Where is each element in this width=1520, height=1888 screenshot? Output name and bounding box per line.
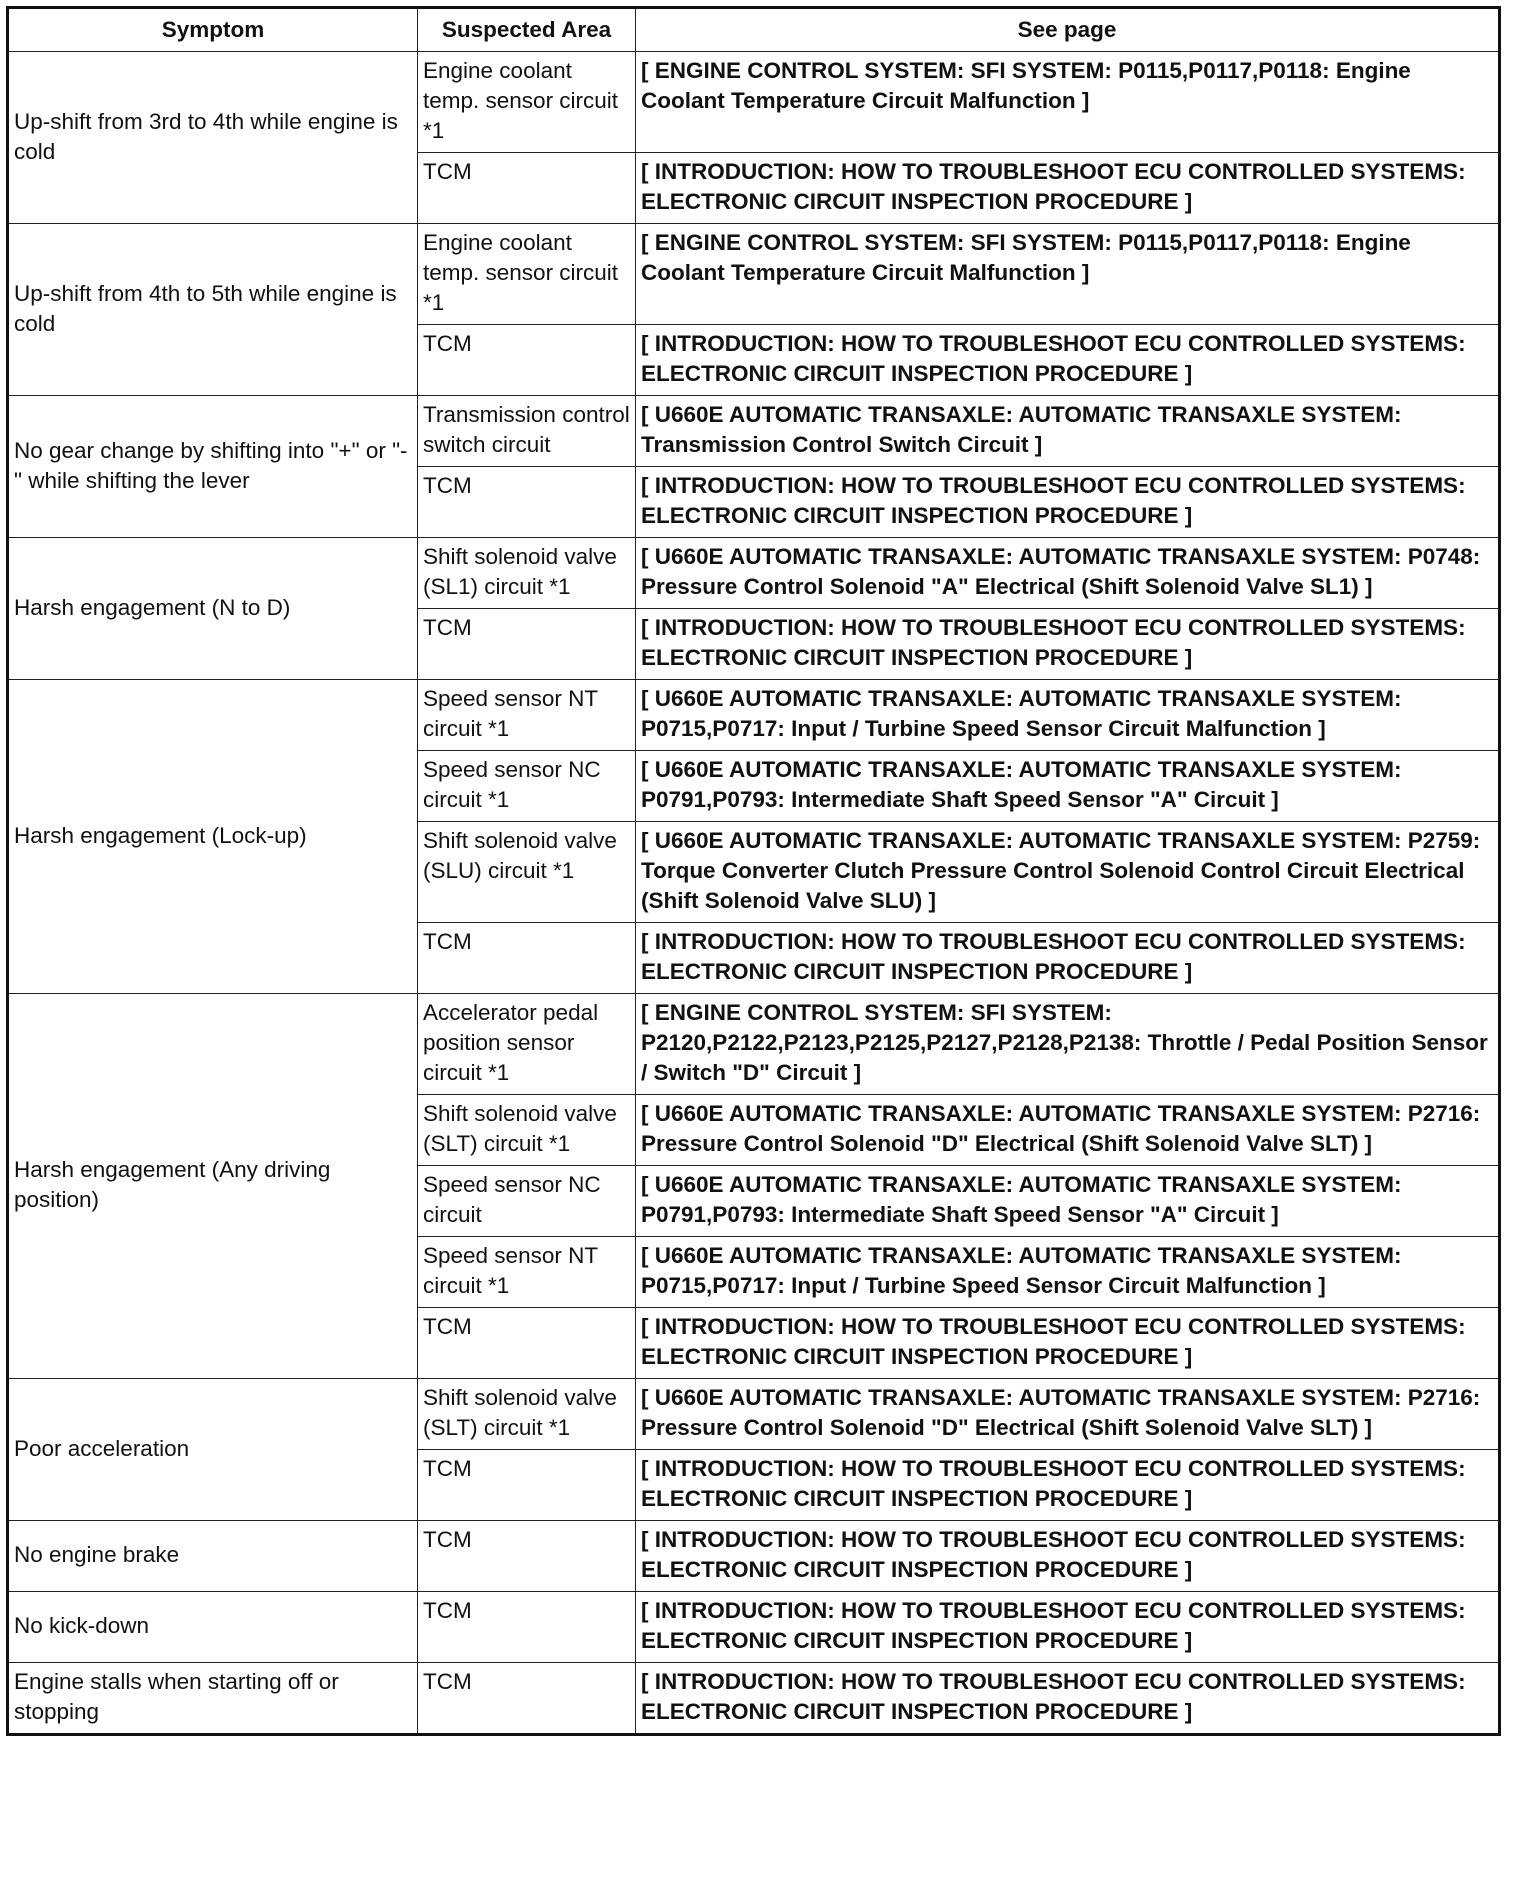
suspected-area-cell: Transmission control switch circuit — [417, 395, 636, 467]
suspected-area-cell: Shift solenoid valve (SLU) circuit *1 — [417, 821, 636, 923]
see-page-link[interactable]: [ ENGINE CONTROL SYSTEM: SFI SYSTEM: P01… — [635, 51, 1500, 153]
table-row: Up-shift from 3rd to 4th while engine is… — [7, 51, 1500, 224]
table-row: Harsh engagement (Any driving position) A… — [7, 993, 1500, 1379]
table-row: Up-shift from 4th to 5th while engine is… — [7, 223, 1500, 396]
see-page-link[interactable]: [ INTRODUCTION: HOW TO TROUBLESHOOT ECU … — [635, 1662, 1500, 1735]
suspected-area-cell: Speed sensor NC circuit — [417, 1165, 636, 1237]
suspected-area-cell: TCM — [417, 1307, 636, 1379]
table-row: Shift solenoid valve (SLU) circuit *1[ U… — [8, 821, 1500, 923]
see-page-link[interactable]: [ U660E AUTOMATIC TRANSAXLE: AUTOMATIC T… — [635, 1165, 1500, 1237]
suspected-area-cell: TCM — [417, 1662, 636, 1735]
see-page-link[interactable]: [ INTRODUCTION: HOW TO TROUBLESHOOT ECU … — [635, 608, 1500, 680]
see-page-link[interactable]: [ U660E AUTOMATIC TRANSAXLE: AUTOMATIC T… — [635, 821, 1500, 923]
table-row: TCM[ INTRODUCTION: HOW TO TROUBLESHOOT E… — [8, 152, 1500, 224]
table-row: Speed sensor NT circuit *1[ U660E AUTOMA… — [8, 1236, 1500, 1308]
suspected-area-cell: TCM — [417, 1449, 636, 1521]
table-row: Speed sensor NC circuit *1[ U660E AUTOMA… — [8, 750, 1500, 822]
see-page-link[interactable]: [ INTRODUCTION: HOW TO TROUBLESHOOT ECU … — [635, 922, 1500, 994]
see-page-link[interactable]: [ U660E AUTOMATIC TRANSAXLE: AUTOMATIC T… — [635, 1094, 1500, 1166]
suspected-area-cell: Speed sensor NT circuit *1 — [417, 679, 636, 751]
table-row: Shift solenoid valve (SLT) circuit *1[ U… — [8, 1094, 1500, 1166]
see-page-link[interactable]: [ U660E AUTOMATIC TRANSAXLE: AUTOMATIC T… — [635, 1236, 1500, 1308]
suspected-area-cell: TCM — [417, 466, 636, 538]
symptom-cell: No kick-down — [7, 1591, 418, 1663]
see-page-link[interactable]: [ U660E AUTOMATIC TRANSAXLE: AUTOMATIC T… — [635, 679, 1500, 751]
symptom-cell: No engine brake — [7, 1520, 418, 1592]
suspected-area-cell: Speed sensor NC circuit *1 — [417, 750, 636, 822]
suspected-area-cell: TCM — [417, 1520, 636, 1592]
table-row: Poor acceleration Shift solenoid valve (S… — [7, 1378, 1500, 1521]
suspected-area-cell: Shift solenoid valve (SL1) circuit *1 — [417, 537, 636, 609]
see-page-link[interactable]: [ U660E AUTOMATIC TRANSAXLE: AUTOMATIC T… — [635, 750, 1500, 822]
suspected-area-cell: Accelerator pedal position sensor circui… — [417, 993, 636, 1095]
symptom-cell: Poor acceleration — [7, 1378, 418, 1521]
suspected-area-cell: TCM — [417, 152, 636, 224]
table-row: TCM[ INTRODUCTION: HOW TO TROUBLESHOOT E… — [8, 324, 1500, 396]
suspected-area-cell: TCM — [417, 324, 636, 396]
table-row: TCM[ INTRODUCTION: HOW TO TROUBLESHOOT E… — [8, 1307, 1500, 1379]
suspected-area-cell: Engine coolant temp. sensor circuit *1 — [417, 223, 636, 325]
see-page-link[interactable]: [ INTRODUCTION: HOW TO TROUBLESHOOT ECU … — [635, 1520, 1500, 1592]
table-row: Harsh engagement (Lock-up) Speed sensor N… — [7, 679, 1500, 994]
symptom-cell: Engine stalls when starting off or stopp… — [7, 1662, 418, 1735]
see-page-link[interactable]: [ ENGINE CONTROL SYSTEM: SFI SYSTEM: P21… — [635, 993, 1500, 1095]
suspected-area-cell: Speed sensor NT circuit *1 — [417, 1236, 636, 1308]
symptom-cell: Up-shift from 4th to 5th while engine is… — [7, 223, 418, 396]
suspected-area-cell: TCM — [417, 608, 636, 680]
header-symptom: Symptom — [7, 7, 418, 52]
see-page-link[interactable]: [ INTRODUCTION: HOW TO TROUBLESHOOT ECU … — [635, 1591, 1500, 1663]
header-row: Symptom Suspected Area See page — [7, 7, 1500, 52]
suspected-area-cell: TCM — [417, 1591, 636, 1663]
suspected-area-cell: Shift solenoid valve (SLT) circuit *1 — [417, 1378, 636, 1450]
header-see-page: See page — [635, 7, 1500, 52]
table-row: TCM[ INTRODUCTION: HOW TO TROUBLESHOOT E… — [8, 608, 1500, 680]
header-suspected-area: Suspected Area — [417, 7, 636, 52]
table-row: Harsh engagement (N to D) Shift solenoid … — [7, 537, 1500, 680]
symptom-cell: Harsh engagement (N to D) — [7, 537, 418, 680]
symptom-cell: No gear change by shifting into "+" or "… — [7, 395, 418, 538]
see-page-link[interactable]: [ INTRODUCTION: HOW TO TROUBLESHOOT ECU … — [635, 466, 1500, 538]
table-row: No gear change by shifting into "+" or "… — [7, 395, 1500, 538]
symptom-cell: Harsh engagement (Any driving position) — [7, 993, 418, 1379]
symptom-cell: Up-shift from 3rd to 4th while engine is… — [7, 51, 418, 224]
table-row: No engine brake TCM[ INTRODUCTION: HOW TO… — [7, 1520, 1500, 1592]
table-row: TCM[ INTRODUCTION: HOW TO TROUBLESHOOT E… — [8, 466, 1500, 538]
see-page-link[interactable]: [ INTRODUCTION: HOW TO TROUBLESHOOT ECU … — [635, 1307, 1500, 1379]
table-row: Engine stalls when starting off or stopp… — [7, 1662, 1500, 1735]
see-page-link[interactable]: [ U660E AUTOMATIC TRANSAXLE: AUTOMATIC T… — [635, 1378, 1500, 1450]
see-page-link[interactable]: [ INTRODUCTION: HOW TO TROUBLESHOOT ECU … — [635, 1449, 1500, 1521]
suspected-area-cell: Engine coolant temp. sensor circuit *1 — [417, 51, 636, 153]
symptom-table: Symptom Suspected Area See page Up-shift… — [6, 6, 1501, 1736]
see-page-link[interactable]: [ INTRODUCTION: HOW TO TROUBLESHOOT ECU … — [635, 324, 1500, 396]
see-page-link[interactable]: [ ENGINE CONTROL SYSTEM: SFI SYSTEM: P01… — [635, 223, 1500, 325]
symptom-cell: Harsh engagement (Lock-up) — [7, 679, 418, 994]
suspected-area-cell: TCM — [417, 922, 636, 994]
suspected-area-cell: Shift solenoid valve (SLT) circuit *1 — [417, 1094, 636, 1166]
see-page-link[interactable]: [ U660E AUTOMATIC TRANSAXLE: AUTOMATIC T… — [635, 537, 1500, 609]
see-page-link[interactable]: [ INTRODUCTION: HOW TO TROUBLESHOOT ECU … — [635, 152, 1500, 224]
table-row: Speed sensor NC circuit[ U660E AUTOMATIC… — [8, 1165, 1500, 1237]
table-row: No kick-down TCM[ INTRODUCTION: HOW TO TR… — [7, 1591, 1500, 1663]
see-page-link[interactable]: [ U660E AUTOMATIC TRANSAXLE: AUTOMATIC T… — [635, 395, 1500, 467]
